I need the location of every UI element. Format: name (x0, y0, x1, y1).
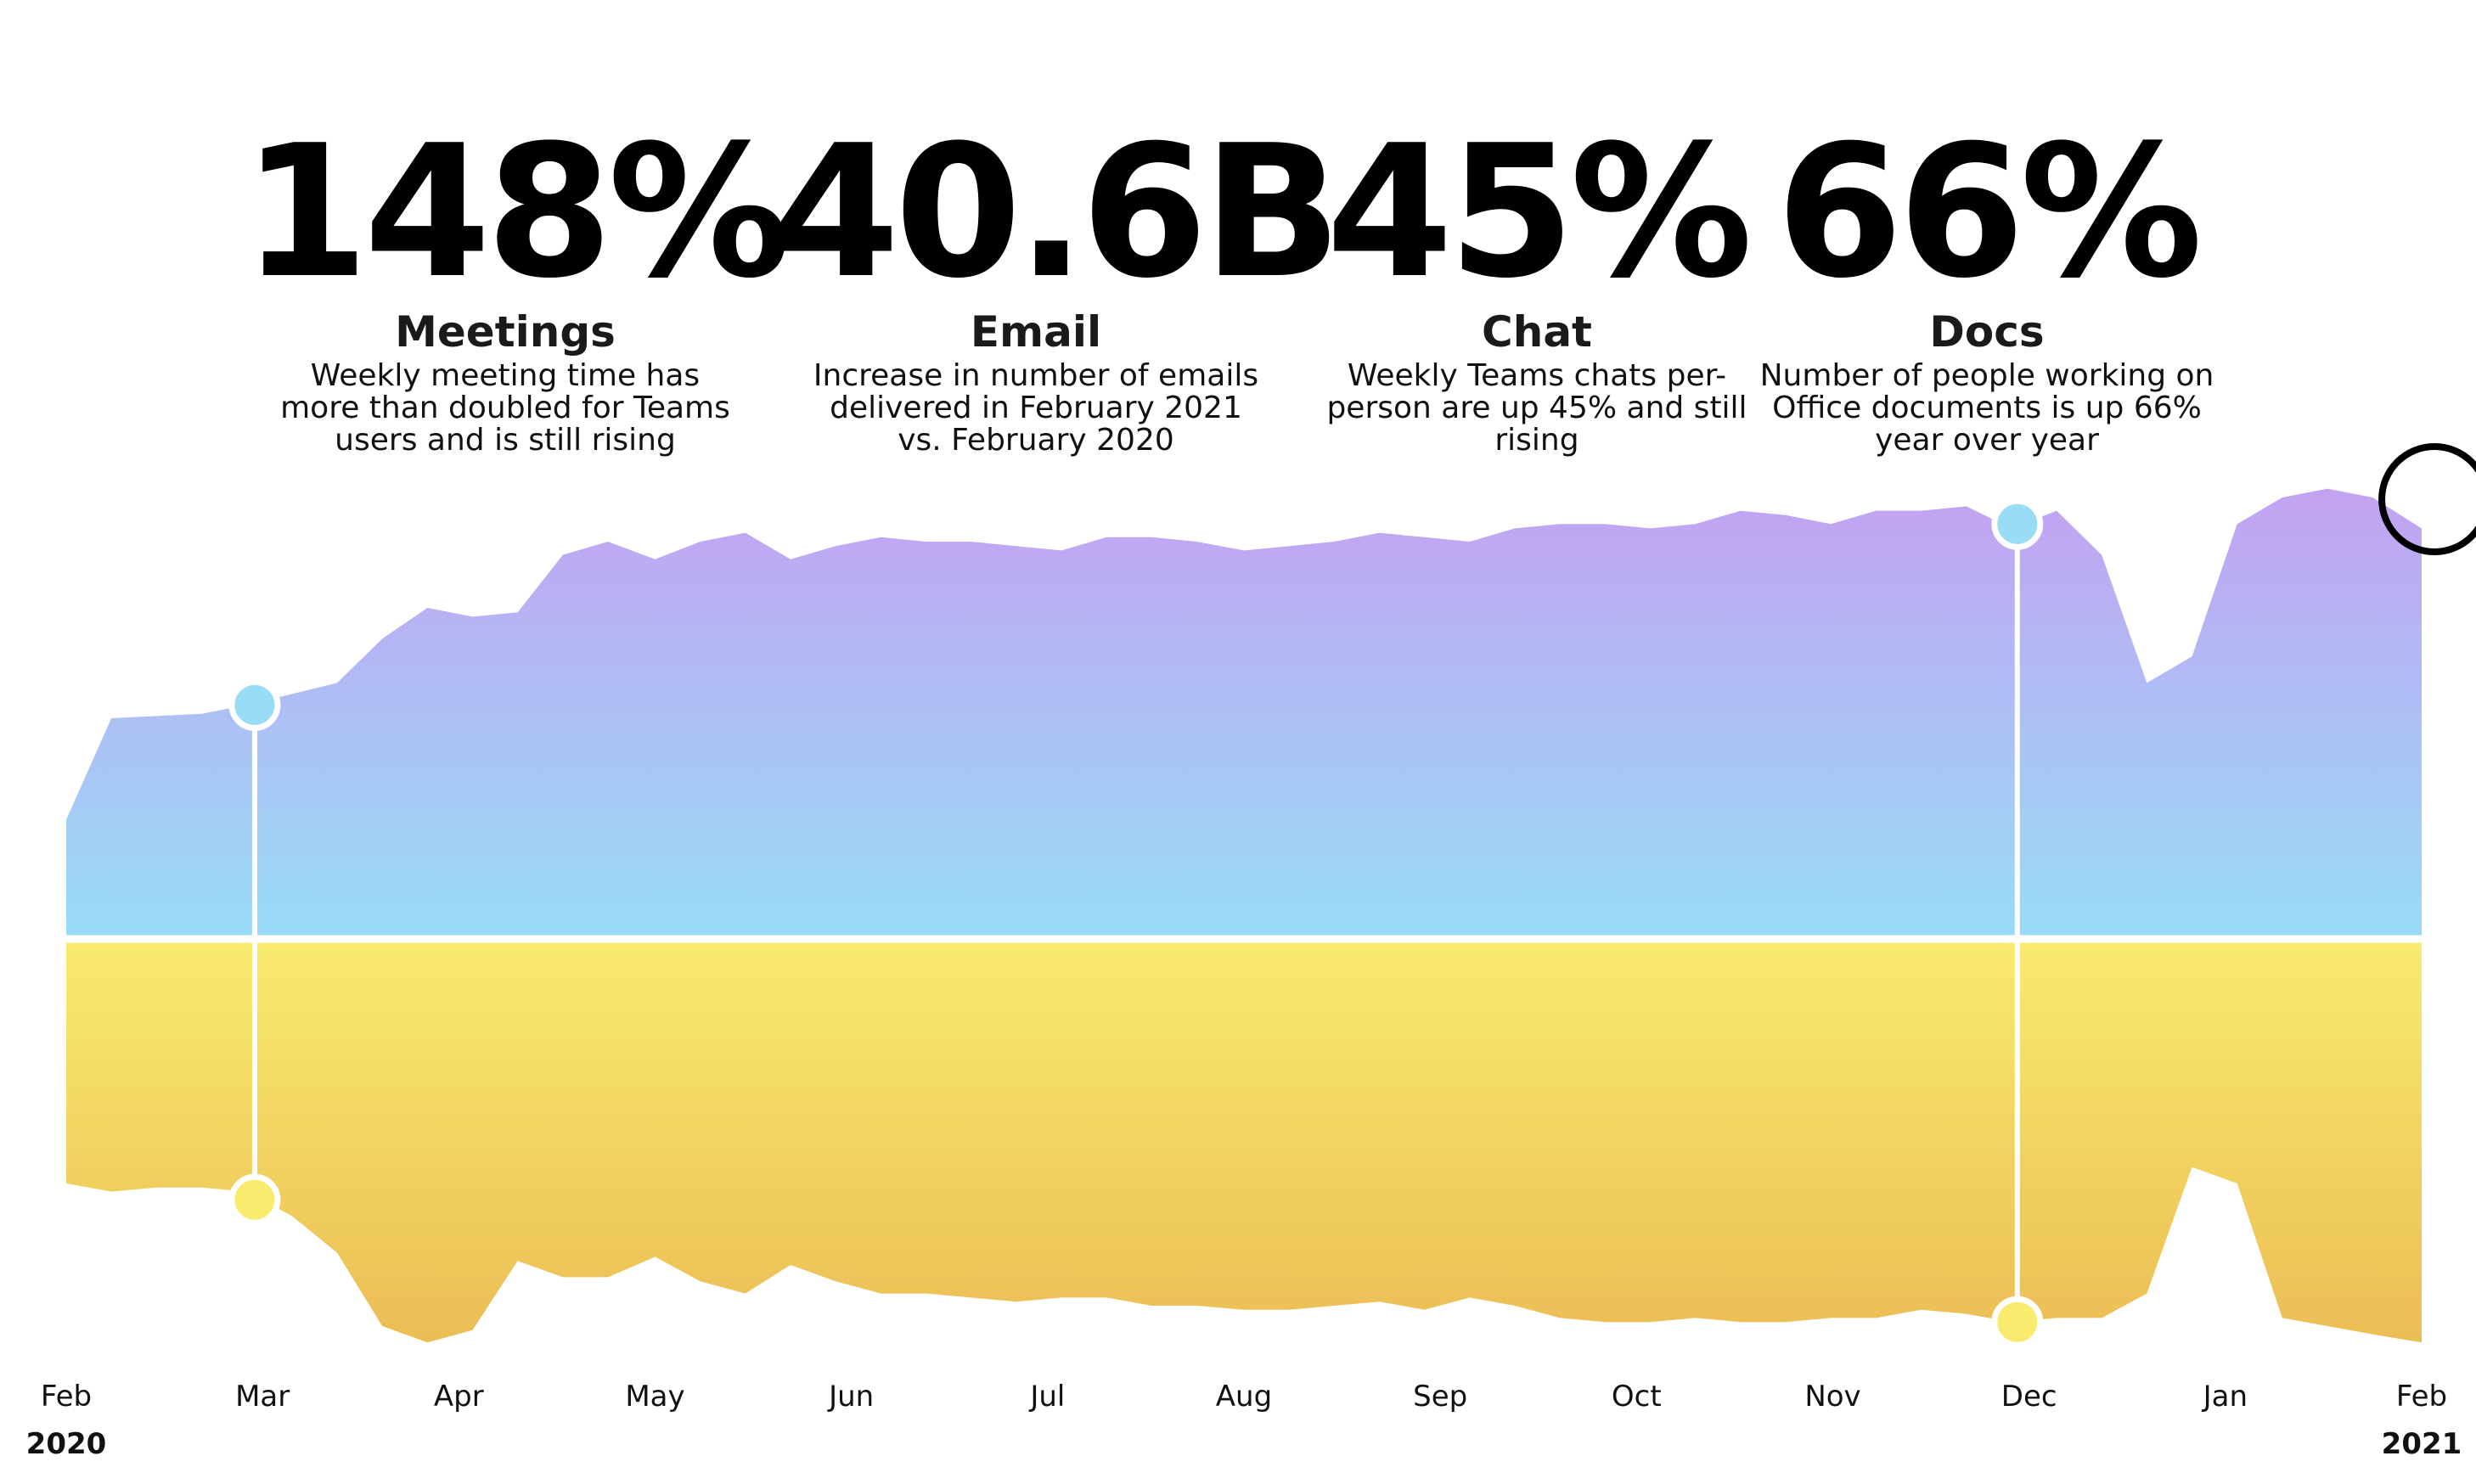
stat-description: Increase in number of emails delivered i… (813, 358, 1259, 458)
stat-email: 40.6B Email Increase in number of emails… (773, 105, 1342, 458)
marker-lower-point-1 (1991, 1296, 2044, 1348)
x-tick-label: Jan (2202, 1380, 2248, 1414)
marker-upper-point-0 (228, 678, 281, 731)
x-tick-label: Oct (1612, 1380, 1662, 1414)
x-tick-label: Jul (1028, 1380, 1065, 1414)
x-tick-label: Dec (2001, 1380, 2057, 1414)
stat-docs: 66% Docs Number of people working on Off… (1724, 105, 2250, 458)
year-label-start: 2020 (26, 1427, 107, 1461)
stat-description: Weekly Teams chats per-person are up 45%… (1326, 358, 1747, 458)
stat-value: 40.6B (773, 105, 1342, 318)
marker-lower-point-0 (228, 1173, 281, 1226)
upper-area-series (66, 488, 2422, 939)
x-tick-label: May (625, 1380, 684, 1414)
stat-name: Chat (1482, 307, 1592, 357)
x-tick-label: Sep (1413, 1380, 1467, 1414)
x-tick-label: Aug (1216, 1380, 1272, 1414)
year-label-end: 2021 (2382, 1427, 2462, 1461)
marker-upper-point-1 (1991, 497, 2044, 550)
x-tick-label: Jun (827, 1380, 874, 1414)
x-tick-label: Feb (41, 1380, 92, 1414)
stat-description: Number of people working on Office docum… (1759, 358, 2214, 458)
stat-description: Weekly meeting time has more than double… (280, 358, 730, 458)
stat-name: Docs (1929, 307, 2045, 357)
highlight-circle (2378, 443, 2476, 555)
lower-area-series (66, 939, 2422, 1343)
stat-name: Meetings (395, 307, 616, 357)
stat-chat: 45% Chat Weekly Teams chats per-person a… (1274, 105, 1800, 458)
stats-header: 148% Meetings Weekly meeting time has mo… (0, 0, 2476, 475)
x-tick-label: Nov (1804, 1380, 1860, 1414)
stat-name: Email (970, 307, 1102, 357)
x-tick-label: Mar (235, 1380, 290, 1414)
x-tick-label: Apr (434, 1380, 484, 1414)
stat-meetings: 148% Meetings Weekly meeting time has mo… (242, 105, 791, 458)
stat-value: 45% (1325, 105, 1753, 318)
stat-value: 66% (1775, 105, 2203, 318)
x-tick-label: Feb (2396, 1380, 2447, 1414)
stat-value: 148% (242, 105, 791, 318)
